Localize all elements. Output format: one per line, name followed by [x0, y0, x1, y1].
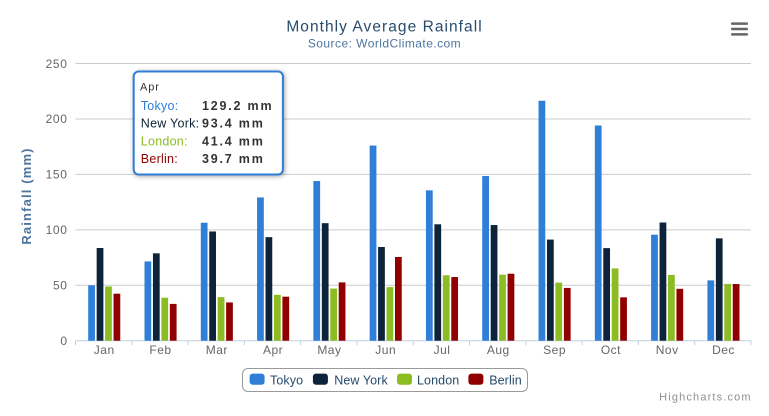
svg-text:0: 0 [60, 334, 67, 348]
svg-text:250: 250 [46, 57, 68, 71]
svg-text:Apr: Apr [140, 81, 160, 93]
svg-text:93.4 mm: 93.4 mm [202, 117, 265, 131]
svg-text:London:: London: [141, 134, 188, 148]
svg-text:New York: New York [334, 373, 388, 387]
svg-text:Berlin: Berlin [489, 373, 522, 387]
svg-text:Source: WorldClimate.com: Source: WorldClimate.com [308, 36, 461, 50]
svg-text:Apr: Apr [263, 343, 283, 357]
svg-text:May: May [317, 343, 341, 357]
svg-text:Tokyo:: Tokyo: [141, 99, 179, 113]
svg-text:Jan: Jan [94, 343, 115, 357]
svg-text:200: 200 [46, 112, 68, 126]
svg-text:41.4 mm: 41.4 mm [202, 134, 265, 148]
svg-text:New York:: New York: [141, 117, 200, 131]
svg-text:Highcharts.com: Highcharts.com [659, 392, 752, 404]
svg-text:Sep: Sep [543, 343, 566, 357]
svg-text:Jun: Jun [375, 343, 396, 357]
svg-text:Dec: Dec [712, 343, 735, 357]
svg-text:Feb: Feb [149, 343, 171, 357]
svg-text:39.7 mm: 39.7 mm [202, 152, 265, 166]
svg-text:150: 150 [46, 168, 68, 182]
svg-text:Nov: Nov [656, 343, 679, 357]
svg-text:Monthly Average Rainfall: Monthly Average Rainfall [286, 19, 482, 36]
svg-text:Berlin:: Berlin: [141, 152, 178, 166]
svg-text:Aug: Aug [487, 343, 510, 357]
svg-text:100: 100 [46, 223, 68, 237]
svg-text:London: London [417, 373, 459, 387]
svg-text:Rainfall (mm): Rainfall (mm) [19, 147, 34, 244]
svg-text:Jul: Jul [434, 343, 451, 357]
svg-text:Tokyo: Tokyo [270, 373, 303, 387]
svg-text:Mar: Mar [206, 343, 228, 357]
svg-text:Oct: Oct [601, 343, 621, 357]
svg-text:129.2 mm: 129.2 mm [202, 99, 273, 113]
svg-text:50: 50 [53, 279, 68, 293]
